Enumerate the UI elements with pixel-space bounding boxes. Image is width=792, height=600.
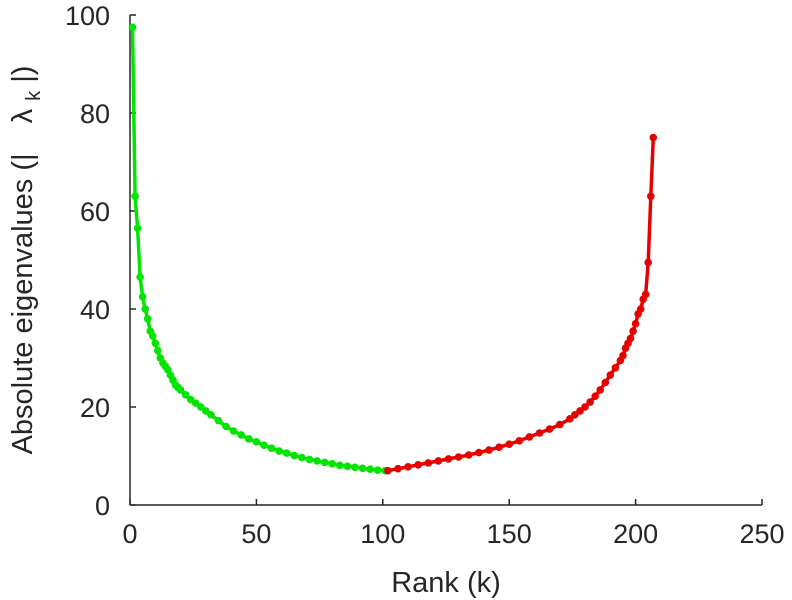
data-point xyxy=(275,447,284,455)
data-point xyxy=(434,457,443,465)
data-point xyxy=(133,224,142,232)
data-point xyxy=(636,305,645,313)
data-point xyxy=(149,332,157,340)
x-tick-label: 50 xyxy=(241,519,271,549)
data-point xyxy=(596,386,604,394)
x-tick-label: 250 xyxy=(739,519,784,549)
x-axis-label: Rank (k) xyxy=(391,567,501,599)
data-point xyxy=(649,133,658,142)
x-tick-label: 100 xyxy=(360,519,405,549)
data-point xyxy=(298,453,306,462)
data-point xyxy=(328,460,337,468)
data-point xyxy=(444,455,453,463)
data-point xyxy=(222,422,230,431)
data-point xyxy=(358,464,367,473)
series-group xyxy=(128,23,658,475)
data-point xyxy=(626,334,635,343)
data-point xyxy=(131,192,139,201)
data-point xyxy=(237,431,245,439)
data-point xyxy=(641,290,650,299)
data-point xyxy=(252,438,261,446)
data-point xyxy=(176,386,185,394)
y-axis-label: Absolute eigenvalues (| λ k |) xyxy=(7,66,47,455)
series-line xyxy=(387,137,656,473)
data-point xyxy=(151,339,160,348)
data-point xyxy=(138,293,147,301)
data-point xyxy=(313,457,321,465)
data-point xyxy=(485,446,493,454)
data-point xyxy=(515,437,524,445)
data-point xyxy=(384,466,392,475)
data-point xyxy=(495,443,503,452)
data-point xyxy=(454,453,463,461)
data-point xyxy=(181,391,190,399)
data-point xyxy=(631,319,640,328)
data-point xyxy=(545,425,554,433)
y-axis-label-symbol: λ xyxy=(7,108,39,123)
data-point xyxy=(525,433,534,441)
data-point xyxy=(336,461,344,470)
y-axis-label-subscript: k xyxy=(23,90,45,101)
data-point xyxy=(141,305,149,313)
data-point xyxy=(465,451,473,459)
series-1 xyxy=(128,23,390,475)
data-point xyxy=(260,441,268,450)
data-point xyxy=(128,23,137,32)
data-point xyxy=(290,451,299,460)
data-point xyxy=(404,463,412,471)
data-point xyxy=(535,429,544,437)
data-point xyxy=(245,435,253,443)
y-axis-label-close: |) xyxy=(7,66,39,83)
data-point xyxy=(629,327,637,335)
data-point xyxy=(611,364,620,372)
y-axis-label-main: Absolute eigenvalues (| xyxy=(7,153,39,454)
data-point xyxy=(351,463,359,472)
data-point xyxy=(424,459,433,467)
x-tick-label: 0 xyxy=(122,519,137,549)
data-point xyxy=(229,427,238,435)
data-point xyxy=(586,398,594,406)
data-point xyxy=(305,455,314,464)
y-tick-label: 100 xyxy=(65,1,110,31)
data-point xyxy=(207,411,215,419)
series-2 xyxy=(384,133,658,475)
data-point xyxy=(601,378,610,387)
data-point xyxy=(343,462,352,471)
data-point xyxy=(581,403,589,411)
y-tick-label: 0 xyxy=(95,491,110,521)
data-point xyxy=(136,273,144,281)
data-point xyxy=(366,465,375,474)
y-tick-label: 80 xyxy=(80,99,110,129)
data-point xyxy=(591,392,599,401)
x-tick-label: 200 xyxy=(613,519,658,549)
data-point xyxy=(505,440,513,449)
data-point xyxy=(373,466,382,475)
data-point xyxy=(214,416,223,425)
tick-group: 0 50 100 150 200 250 0 20 40 60 80 100 xyxy=(65,1,785,549)
data-point xyxy=(282,449,291,457)
data-point xyxy=(606,371,615,379)
data-point xyxy=(320,458,329,467)
data-point xyxy=(394,464,402,473)
y-tick-label: 20 xyxy=(80,393,110,423)
data-point xyxy=(414,461,423,469)
data-point xyxy=(267,444,276,453)
y-tick-label: 40 xyxy=(80,295,110,325)
data-point xyxy=(143,315,152,323)
data-point xyxy=(475,448,483,457)
x-tick-label: 150 xyxy=(487,519,532,549)
data-point xyxy=(154,346,162,355)
data-point xyxy=(647,192,655,201)
axes xyxy=(129,15,762,506)
data-point xyxy=(644,258,652,267)
data-point xyxy=(619,351,627,360)
data-point xyxy=(556,420,564,429)
series-line xyxy=(130,27,386,473)
y-tick-label: 60 xyxy=(80,197,110,227)
